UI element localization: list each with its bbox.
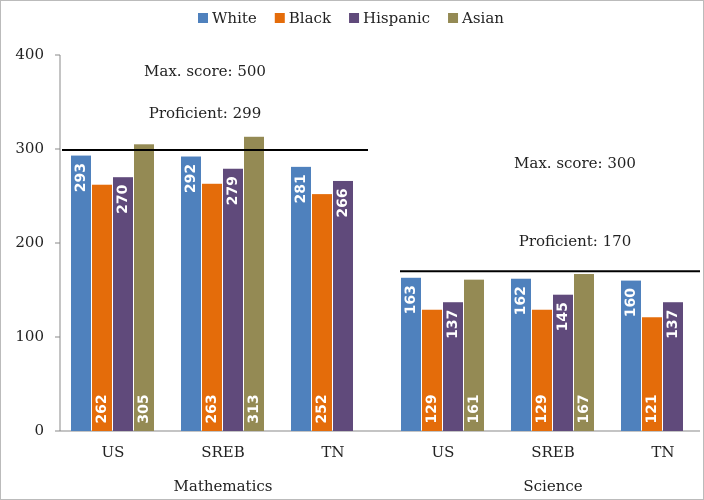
bar <box>621 280 641 431</box>
value-label: 305 <box>136 394 152 423</box>
legend-swatch <box>198 13 208 23</box>
value-label: 313 <box>246 394 262 423</box>
value-label: 129 <box>534 394 550 423</box>
value-label: 292 <box>183 164 199 193</box>
bar <box>312 194 332 431</box>
y-tick-label: 100 <box>15 327 44 345</box>
bar <box>134 144 154 432</box>
legend-label: White <box>212 9 257 27</box>
x-tick-label: SREB <box>531 443 575 461</box>
bar <box>181 156 201 431</box>
bar <box>223 168 243 432</box>
y-tick-label: 0 <box>34 421 44 439</box>
proficient-label: Proficient: 170 <box>519 232 632 250</box>
value-label: 281 <box>293 174 309 203</box>
legend-label: Asian <box>461 9 504 27</box>
value-label: 121 <box>644 394 660 423</box>
bar <box>663 302 683 431</box>
value-label: 266 <box>335 188 351 217</box>
y-tick-label: 200 <box>15 233 44 251</box>
bar <box>202 183 222 431</box>
bar <box>244 136 264 431</box>
value-label: 161 <box>466 394 482 423</box>
value-label: 270 <box>115 184 131 213</box>
x-tick-label: TN <box>321 443 344 461</box>
legend-swatch <box>274 13 285 23</box>
bar <box>574 274 594 431</box>
legend-swatch <box>448 13 459 23</box>
legend-label: Black <box>289 9 332 27</box>
group-label: Mathematics <box>174 477 273 495</box>
group-label: Science <box>523 477 582 495</box>
bar <box>333 180 353 431</box>
bar <box>113 177 133 431</box>
max-score-label: Max. score: 300 <box>514 154 636 172</box>
value-label: 129 <box>424 394 440 423</box>
x-tick-label: US <box>432 443 455 461</box>
x-tick-label: SREB <box>201 443 245 461</box>
x-tick-label: TN <box>651 443 674 461</box>
bar <box>92 184 112 431</box>
legend-label: Hispanic <box>363 9 430 27</box>
x-tick-label: US <box>102 443 125 461</box>
proficient-label: Proficient: 299 <box>149 104 262 122</box>
bar <box>443 302 463 431</box>
value-label: 252 <box>314 394 330 423</box>
bar <box>553 294 573 431</box>
value-label: 163 <box>403 285 419 314</box>
value-label: 162 <box>513 286 529 315</box>
y-tick-label: 300 <box>15 139 44 157</box>
value-label: 167 <box>576 394 592 423</box>
value-label: 293 <box>73 163 89 192</box>
bar <box>642 317 662 431</box>
y-tick-label: 400 <box>15 45 44 63</box>
value-label: 279 <box>225 176 241 205</box>
max-score-label: Max. score: 500 <box>144 62 266 80</box>
bar <box>464 279 484 431</box>
legend-swatch <box>349 13 360 23</box>
bar <box>291 166 311 432</box>
value-label: 137 <box>445 310 461 339</box>
value-label: 263 <box>204 394 220 423</box>
bar <box>401 277 421 431</box>
bar <box>511 278 531 431</box>
bar <box>532 309 552 431</box>
value-label: 145 <box>555 302 571 331</box>
bar <box>71 155 91 431</box>
bar <box>422 309 442 431</box>
value-label: 137 <box>665 310 681 339</box>
value-label: 160 <box>623 288 639 317</box>
value-label: 262 <box>94 394 110 423</box>
